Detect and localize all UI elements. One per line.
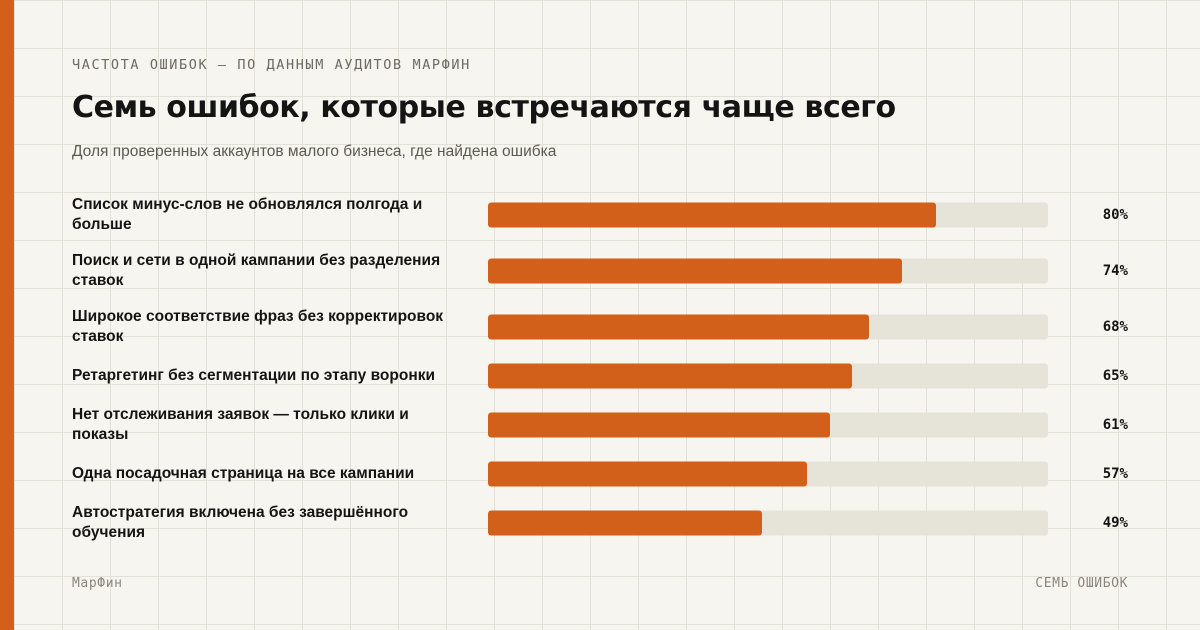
bar-category-label: Одна посадочная страница на все кампании (72, 465, 415, 482)
bar (488, 258, 903, 284)
bar-value-label: 49% (1102, 515, 1128, 531)
bar-value-label: 57% (1102, 466, 1128, 482)
bar-track (488, 412, 1048, 438)
bar-row: Ретаргетинг без сегментации по этапу вор… (0, 346, 1200, 406)
bar-value-label: 61% (1102, 417, 1128, 433)
bar (488, 461, 808, 487)
bar-track (488, 202, 1048, 228)
bar (488, 412, 830, 438)
chart-subtitle: Доля проверенных аккаунтов малого бизнес… (72, 143, 557, 160)
bar-category-label: Широкое соответствие фраз без корректиро… (72, 308, 444, 345)
bar-track (488, 258, 1048, 284)
bar-row: Широкое соответствие фраз без корректиро… (0, 297, 1200, 357)
bar-category-label: Автостратегия включена без завершённого … (72, 504, 409, 541)
bar-row: Список минус-слов не обновлялся полгода … (0, 185, 1200, 245)
bar-track (488, 510, 1048, 536)
bar-row: Нет отслеживания заявок — только клики и… (0, 395, 1200, 455)
bar-value-label: 68% (1102, 319, 1128, 335)
bar-row: Поиск и сети в одной кампании без раздел… (0, 241, 1200, 301)
footer-brand: МарФин (72, 576, 123, 591)
bar (488, 314, 869, 340)
bar-value-label: 65% (1102, 368, 1128, 384)
bar (488, 363, 852, 389)
bar-track (488, 363, 1048, 389)
bar-category-label: Ретаргетинг без сегментации по этапу вор… (72, 367, 435, 384)
bar-category-label: Список минус-слов не обновлялся полгода … (72, 196, 423, 233)
bar-value-label: 74% (1102, 263, 1128, 279)
bar-category-label: Поиск и сети в одной кампании без раздел… (72, 252, 441, 289)
bar-track (488, 314, 1048, 340)
chart-title: Семь ошибок, которые встречаются чаще вс… (72, 90, 896, 125)
bar-row: Автостратегия включена без завершённого … (0, 493, 1200, 553)
bar (488, 202, 936, 228)
kicker-text: ЧАСТОТА ОШИБОК — ПО ДАННЫМ АУДИТОВ МАРФИ… (72, 57, 471, 73)
bar-track (488, 461, 1048, 487)
footer-tag: СЕМЬ ОШИБОК (1035, 576, 1128, 591)
bar-row: Одна посадочная страница на все кампании… (0, 444, 1200, 504)
bar-value-label: 80% (1102, 207, 1128, 223)
bar-category-label: Нет отслеживания заявок — только клики и… (72, 406, 409, 443)
accent-stripe (0, 0, 14, 630)
bar (488, 510, 763, 536)
